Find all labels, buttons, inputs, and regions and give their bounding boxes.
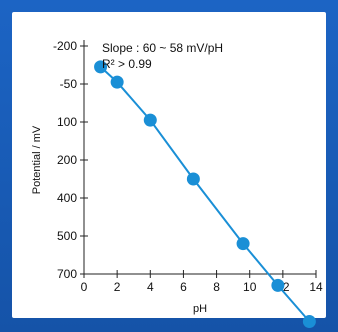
x-tick-label: 4 [147,280,154,294]
y-tick-label: 700 [57,267,77,281]
y-tick-label: 100 [57,115,77,129]
data-point [186,172,200,186]
y-tick-label: 500 [57,229,77,243]
data-point [94,60,108,74]
data-point [236,237,250,251]
y-tick-label: 200 [57,153,77,167]
x-tick-label: 14 [309,280,323,294]
x-tick-label: 0 [81,280,88,294]
slope-annotation: Slope : 60 ~ 58 mV/pH [102,41,223,55]
y-tick-label: -200 [53,39,77,53]
y-tick-label: 400 [57,191,77,205]
data-point [110,75,124,89]
x-tick-label: 6 [180,280,187,294]
y-tick-label: -50 [60,77,78,91]
x-tick-label: 8 [213,280,220,294]
chart-panel [12,12,326,318]
y-axis-label: Potential / mV [31,125,43,194]
series [94,60,316,328]
r-squared-annotation: R² > 0.99 [102,57,152,71]
x-tick-label: 2 [114,280,121,294]
data-point [143,113,157,127]
axes [83,40,316,275]
y-ticks: -200 -50 100 200 400 500 700 [53,39,88,281]
x-tick-label: 10 [243,280,257,294]
data-point [271,278,285,292]
data-point [302,315,316,328]
x-axis-label: pH [193,303,207,315]
